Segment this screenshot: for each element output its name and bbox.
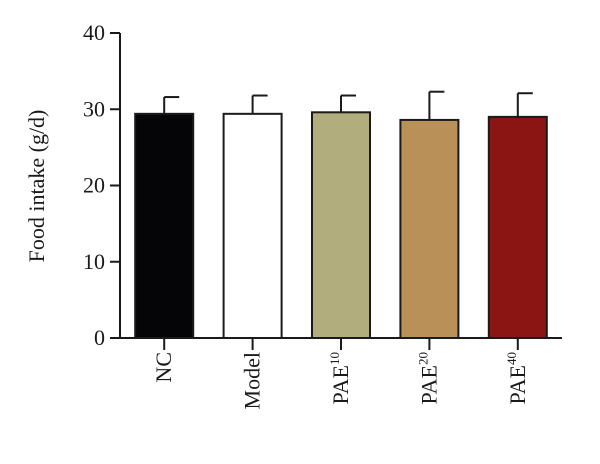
x-tick-label: Model: [240, 352, 265, 409]
x-tick-label-superscript: 10: [327, 352, 342, 365]
y-axis: 0 10 20 30 40: [83, 20, 121, 350]
x-tick-label: NC: [151, 352, 176, 383]
bar-4: [487, 115, 548, 339]
x-tick-label: PAE10: [327, 352, 353, 405]
x-tick-label-superscript: 20: [415, 352, 430, 365]
y-tick-label: 40: [83, 20, 105, 45]
x-tick-label-text: PAE: [416, 365, 441, 405]
error-bars: [163, 90, 533, 120]
bars: [134, 111, 548, 339]
x-tick-label-text: Model: [240, 352, 265, 409]
x-axis: [120, 337, 562, 350]
y-tick-label: 30: [83, 96, 105, 121]
bar-2: [311, 111, 371, 339]
y-axis-title: Food intake (g/d): [24, 110, 49, 263]
x-tick-label: PAE40: [504, 352, 530, 405]
x-tick-label: PAE20: [415, 352, 441, 405]
x-tick-label-text: PAE: [328, 365, 353, 405]
x-tick-label-text: NC: [151, 352, 176, 383]
y-tick-label: 20: [83, 173, 105, 198]
bar-3: [399, 118, 460, 339]
y-tick-label: 10: [83, 249, 105, 274]
bar-0: [134, 112, 195, 339]
y-tick-label: 0: [94, 325, 105, 350]
bar-1: [222, 112, 283, 339]
x-tick-label-text: PAE: [505, 365, 530, 405]
x-tick-label-superscript: 40: [504, 352, 519, 365]
